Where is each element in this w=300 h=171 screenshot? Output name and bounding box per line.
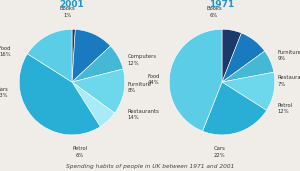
Text: Spending habits of people in UK between 1971 and 2001: Spending habits of people in UK between … [66, 164, 234, 169]
Text: Computers
12%: Computers 12% [128, 54, 157, 65]
Text: Food
44%: Food 44% [147, 74, 160, 85]
Text: Books
6%: Books 6% [206, 6, 222, 18]
Wedge shape [27, 29, 72, 82]
Text: Books
1%: Books 1% [60, 6, 76, 18]
Text: Petrol
12%: Petrol 12% [278, 103, 292, 114]
Text: Restaurants
14%: Restaurants 14% [128, 109, 159, 120]
Wedge shape [72, 29, 110, 82]
Wedge shape [169, 29, 222, 131]
Text: Food
16%: Food 16% [0, 46, 11, 57]
Wedge shape [202, 82, 267, 135]
Wedge shape [222, 51, 274, 82]
Text: Cars
22%: Cars 22% [213, 147, 225, 158]
Wedge shape [72, 29, 75, 82]
Text: Petrol
6%: Petrol 6% [72, 147, 88, 158]
Title: 1971: 1971 [209, 0, 235, 9]
Text: Furniture
8%: Furniture 8% [128, 82, 152, 93]
Text: Furniture
9%: Furniture 9% [278, 50, 300, 61]
Wedge shape [72, 46, 123, 82]
Wedge shape [19, 54, 100, 135]
Text: Restaurants
7%: Restaurants 7% [278, 75, 300, 87]
Text: Cars
43%: Cars 43% [0, 87, 9, 98]
Wedge shape [222, 33, 265, 82]
Wedge shape [72, 82, 115, 127]
Title: 2001: 2001 [60, 0, 84, 9]
Wedge shape [222, 72, 275, 110]
Wedge shape [72, 69, 125, 113]
Wedge shape [222, 29, 242, 82]
